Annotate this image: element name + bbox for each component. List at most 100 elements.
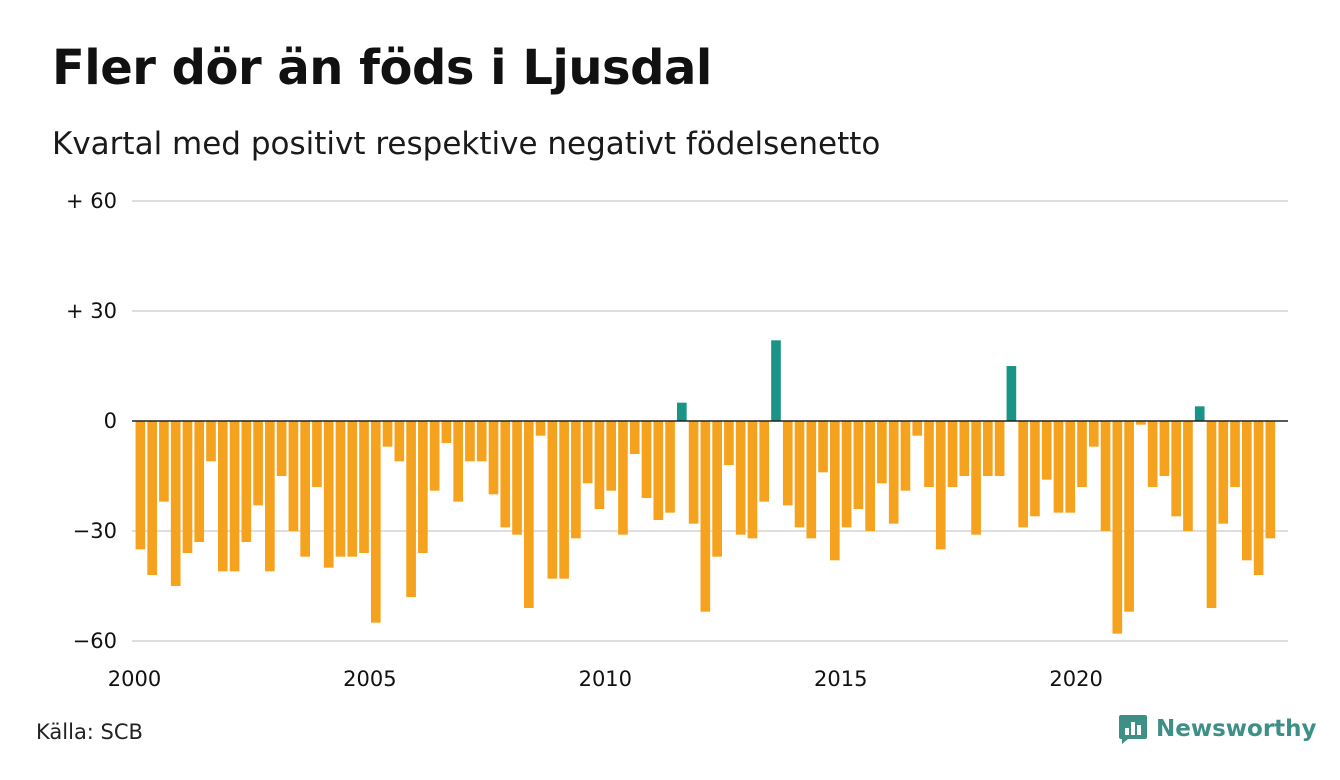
y-tick-label: −60 [73, 629, 117, 653]
bar-negative [323, 421, 334, 568]
bar-negative [194, 421, 205, 542]
bar-negative [747, 421, 758, 539]
bar-negative [500, 421, 511, 528]
bar-negative [253, 421, 263, 506]
bar-negative [700, 421, 711, 612]
bar-negative [523, 421, 534, 608]
bar-negative [359, 421, 369, 553]
bar-negative [135, 421, 146, 550]
bar-negative [335, 421, 346, 557]
bar-negative [535, 421, 546, 436]
bar-negative [794, 421, 805, 528]
bar-positive [771, 340, 781, 421]
bar-negative [394, 421, 405, 462]
bar-negative [418, 421, 428, 553]
bar-negative [1065, 421, 1076, 513]
bar-negative [265, 421, 275, 572]
bar-negative [1053, 421, 1064, 513]
bar-negative [900, 421, 911, 491]
bar-negative [300, 421, 310, 557]
bar-negative [571, 421, 581, 539]
bar-negative [1183, 421, 1193, 531]
bar-layer [135, 340, 1276, 634]
bar-negative [512, 421, 522, 535]
bar-negative [1077, 421, 1087, 487]
x-tick-label: 2010 [579, 667, 632, 691]
bar-negative [947, 421, 958, 487]
bar-negative [547, 421, 558, 579]
bar-negative [159, 421, 169, 502]
bar-negative [665, 421, 675, 513]
bar-negative [229, 421, 240, 572]
bar-negative [370, 421, 381, 623]
bar-negative [606, 421, 617, 491]
bar-negative [653, 421, 664, 520]
bar-negative [935, 421, 946, 550]
bar-negative [735, 421, 746, 535]
bar-negative [1030, 421, 1040, 517]
y-tick-label: −30 [73, 519, 117, 543]
bar-negative [618, 421, 628, 535]
x-tick-label: 2015 [814, 667, 867, 691]
bar-negative [853, 421, 864, 509]
bar-negative [241, 421, 252, 542]
bar-negative [276, 421, 287, 476]
bar-negative [994, 421, 1005, 476]
y-tick-label: 0 [104, 409, 117, 433]
bar-negative [1253, 421, 1264, 575]
bar-negative [971, 421, 981, 535]
bar-negative [888, 421, 899, 524]
bar-negative [347, 421, 358, 557]
bar-negative [465, 421, 475, 462]
bar-negative [312, 421, 322, 487]
bar-negative [147, 421, 157, 575]
bar-chart: + 60 + 30 0 −30 −60 2000 2005 2010 2015 2020 [66, 189, 1288, 691]
bar-negative [1171, 421, 1182, 517]
bar-negative [877, 421, 887, 484]
bar-negative [217, 421, 228, 572]
bar-negative [1218, 421, 1229, 524]
bar-positive [1194, 406, 1205, 421]
bar-negative [406, 421, 416, 597]
bar-negative [582, 421, 593, 484]
chart-title: Fler dör än föds i Ljusdal [52, 40, 712, 96]
bar-negative [724, 421, 734, 465]
chart-subtitle: Kvartal med positivt respektive negativt… [52, 126, 881, 162]
bar-negative [1088, 421, 1099, 447]
bar-negative [688, 421, 699, 524]
bar-negative [983, 421, 993, 476]
bar-negative [712, 421, 722, 557]
brand[interactable]: Newsworthy [1118, 713, 1317, 745]
bar-negative [641, 421, 652, 498]
axis-layer: + 60 + 30 0 −30 −60 2000 2005 2010 2015 2020 [66, 189, 1288, 691]
bar-negative [441, 421, 452, 443]
y-tick-label: + 60 [66, 189, 117, 213]
bar-negative [559, 421, 569, 579]
source-note: Källa: SCB [36, 720, 143, 744]
bar-negative [488, 421, 499, 495]
bar-negative [830, 421, 840, 561]
bar-negative [865, 421, 875, 531]
bar-negative [759, 421, 770, 502]
bar-negative [1147, 421, 1158, 487]
x-tick-label: 2005 [343, 667, 396, 691]
bar-negative [806, 421, 817, 539]
bar-negative [959, 421, 970, 476]
bar-negative [182, 421, 193, 553]
bar-negative [818, 421, 828, 473]
bar-negative [1112, 421, 1123, 634]
bar-negative [453, 421, 464, 502]
bar-negative [206, 421, 216, 462]
bar-negative [594, 421, 605, 509]
bar-negative [629, 421, 640, 454]
bar-negative [924, 421, 934, 487]
bar-negative [912, 421, 923, 436]
newsworthy-logo-icon [1119, 715, 1147, 744]
bar-negative [1241, 421, 1252, 561]
bar-negative [1206, 421, 1217, 608]
bar-negative [782, 421, 793, 506]
bar-negative [1041, 421, 1052, 480]
bar-negative [382, 421, 393, 447]
bar-negative [288, 421, 299, 531]
bar-negative [841, 421, 852, 528]
